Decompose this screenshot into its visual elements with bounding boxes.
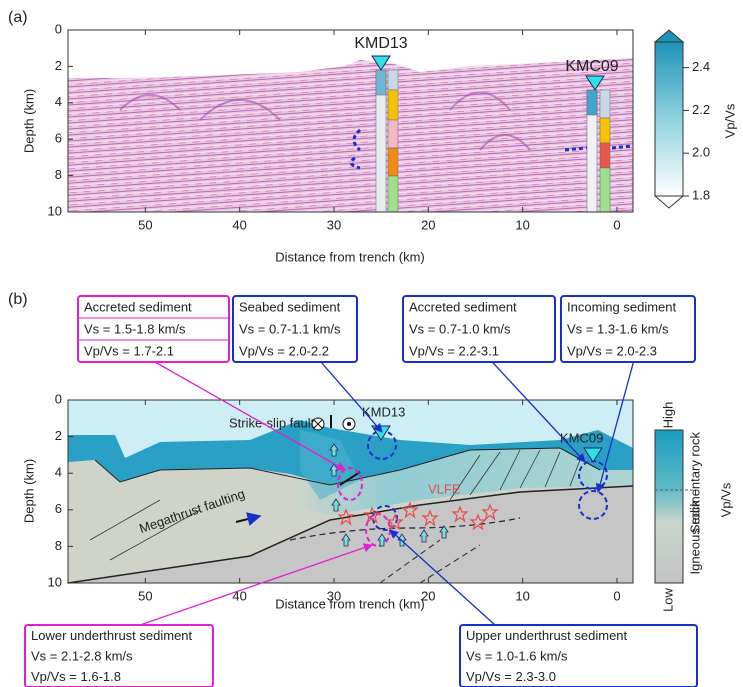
box-title: Accreted sediment — [84, 299, 192, 314]
box-title: Lower underthrust sediment — [31, 628, 193, 643]
figure: (a) KMD13 KMC09 504030201000246810 Dista… — [0, 0, 743, 687]
y-axis-label: Depth (km) — [21, 459, 36, 523]
annotation: VLFE — [428, 481, 461, 496]
box-title: Incoming sediment — [567, 299, 676, 314]
site-label: KMC09 — [565, 58, 618, 75]
y-tick-label: 2 — [55, 428, 62, 443]
box-vs: Vs = 1.5-1.8 km/s — [84, 321, 186, 336]
y-tick-label: 10 — [48, 574, 62, 589]
box-vs: Vs = 1.3-1.6 km/s — [567, 321, 669, 336]
box-vpvs: Vp/Vs = 1.7-2.1 — [84, 343, 174, 358]
box-vs: Vs = 0.7-1.1 km/s — [239, 321, 341, 336]
panel-label: (a) — [8, 9, 28, 26]
x-tick-label: 10 — [515, 217, 529, 232]
legend-low: Low — [660, 587, 675, 611]
x-tick-label: 40 — [232, 217, 246, 232]
box-vpvs: Vp/Vs = 2.0-2.3 — [567, 343, 657, 358]
y-tick-label: 8 — [55, 167, 62, 182]
y-tick-label: 4 — [55, 94, 62, 109]
box-title: Accreted sediment — [409, 299, 517, 314]
colorbar — [655, 30, 683, 208]
box-vs: Vs = 1.0-1.6 km/s — [466, 648, 568, 663]
x-tick-label: 0 — [613, 588, 620, 603]
y-tick-label: 4 — [55, 465, 62, 480]
legend-lower: Igneous rock — [687, 500, 702, 575]
y-tick-label: 6 — [55, 501, 62, 516]
box-vs: Vs = 2.1-2.8 km/s — [31, 648, 133, 663]
box-vpvs: Vp/Vs = 2.3-3.0 — [466, 669, 556, 684]
box-vpvs: Vp/Vs = 2.0-2.2 — [239, 343, 329, 358]
panel-label: (b) — [8, 291, 28, 308]
box-title: Seabed sediment — [239, 299, 341, 314]
box-vs: Vs = 0.7-1.0 km/s — [409, 321, 511, 336]
x-tick-label: 0 — [613, 217, 620, 232]
colorbar-tick-label: 2.2 — [692, 102, 710, 117]
legend-bar — [655, 430, 683, 583]
x-tick-label: 10 — [515, 588, 529, 603]
seismic-image — [68, 30, 633, 212]
colorbar-tick-label: 2.0 — [692, 145, 710, 160]
y-tick-label: 0 — [55, 21, 62, 36]
geology-section — [68, 400, 633, 583]
y-axis-label: Depth (km) — [21, 89, 36, 153]
y-tick-label: 0 — [55, 391, 62, 406]
x-tick-label: 50 — [138, 588, 152, 603]
box-vpvs: Vp/Vs = 1.6-1.8 — [31, 669, 121, 684]
site-label: KMD13 — [354, 35, 407, 52]
y-tick-label: 2 — [55, 58, 62, 73]
legend-high: High — [660, 402, 675, 429]
x-tick-label: 20 — [421, 217, 435, 232]
colorbar-tick-label: 2.4 — [692, 59, 710, 74]
box-vpvs: Vp/Vs = 2.2-3.1 — [409, 343, 499, 358]
y-tick-label: 6 — [55, 131, 62, 146]
x-tick-label: 50 — [138, 217, 152, 232]
x-axis-label: Distance from trench (km) — [275, 249, 425, 264]
y-tick-label: 10 — [48, 203, 62, 218]
legend-label: Vp/Vs — [718, 482, 733, 517]
x-tick-label: 30 — [327, 217, 341, 232]
x-axis-label: Distance from trench (km) — [275, 596, 425, 611]
colorbar-label: Vp/Vs — [722, 103, 737, 138]
site-label: KMC09 — [560, 430, 603, 445]
colorbar-tick-label: 1.8 — [692, 187, 710, 202]
box-title: Upper underthrust sediment — [466, 628, 628, 643]
y-tick-label: 8 — [55, 538, 62, 553]
